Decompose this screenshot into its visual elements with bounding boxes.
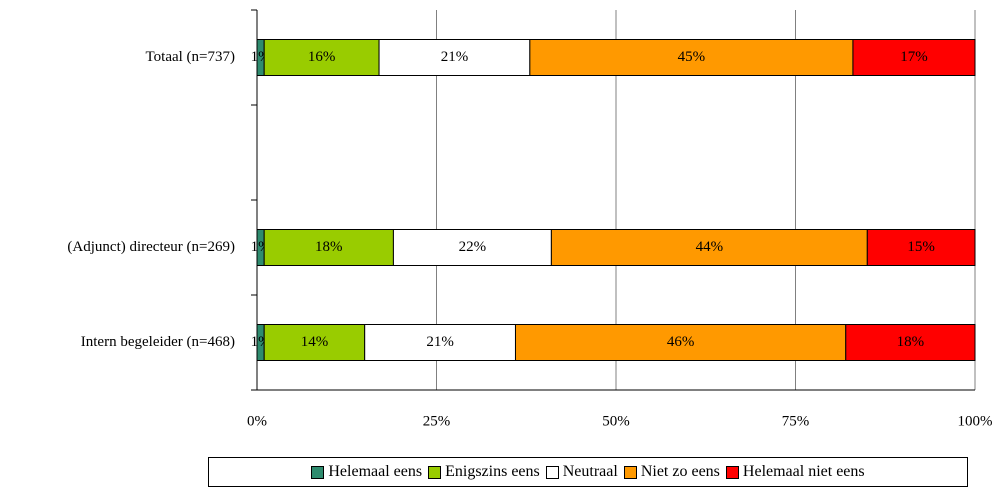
legend-swatch (428, 465, 442, 479)
legend-label: Enigszins eens (445, 463, 540, 480)
y-tick-label: (Adjunct) directeur (n=269) (67, 239, 235, 255)
bar-segment (529, 39, 854, 76)
legend: Helemaal eens Enigszins eens Neutraal Niet … (208, 457, 968, 487)
data-label: 14% (301, 334, 329, 350)
x-tick-label: 50% (602, 413, 630, 429)
x-tick-label: 75% (782, 413, 810, 429)
bar-segment (263, 324, 366, 361)
legend-swatch (311, 465, 325, 479)
x-tick-label: 100% (958, 413, 993, 429)
data-label: 46% (667, 334, 695, 350)
bar-segment (392, 229, 552, 266)
data-label: 18% (315, 239, 343, 255)
legend-label: Helemaal niet eens (742, 463, 865, 480)
data-label: 21% (426, 334, 454, 350)
bar-segment (845, 324, 976, 361)
legend-item: Niet zo eens (623, 463, 720, 481)
legend-item: Helemaal eens (311, 463, 422, 481)
bar-segment (263, 39, 380, 76)
legend-label: Niet zo eens (640, 463, 720, 480)
bar-segment (364, 324, 516, 361)
chart: 0% 25% 50% 75% 100%Totaal (n=737) 1% 16% 21% 45%… (67, 9, 993, 429)
data-label: 21% (441, 49, 469, 65)
y-tick-label: Intern begeleider (n=468) (81, 334, 235, 350)
data-label: 45% (678, 49, 706, 65)
bar-segment (263, 229, 394, 266)
legend-item: Helemaal niet eens (725, 463, 865, 481)
bar-segment (852, 39, 976, 76)
legend-label: Neutraal (562, 463, 618, 480)
data-label: 17% (900, 49, 928, 65)
legend-swatch (623, 465, 637, 479)
x-tick-label: 0% (247, 413, 267, 429)
bar-segment (514, 324, 847, 361)
y-tick-label: Totaal (n=737) (146, 49, 235, 65)
x-tick-label: 25% (423, 413, 451, 429)
data-label: 22% (459, 239, 487, 255)
legend-item: Enigszins eens (428, 463, 540, 481)
bar-segment (550, 229, 868, 266)
legend-label: Helemaal eens (328, 463, 423, 480)
legend-item: Neutraal (545, 463, 618, 481)
legend-swatch (725, 465, 739, 479)
legend-swatch (545, 465, 559, 479)
data-label: 15% (907, 239, 935, 255)
data-label: 16% (308, 49, 336, 65)
data-label: 44% (696, 239, 724, 255)
data-label: 18% (897, 334, 925, 350)
bar-segment (866, 229, 976, 266)
bar-segment (378, 39, 531, 76)
